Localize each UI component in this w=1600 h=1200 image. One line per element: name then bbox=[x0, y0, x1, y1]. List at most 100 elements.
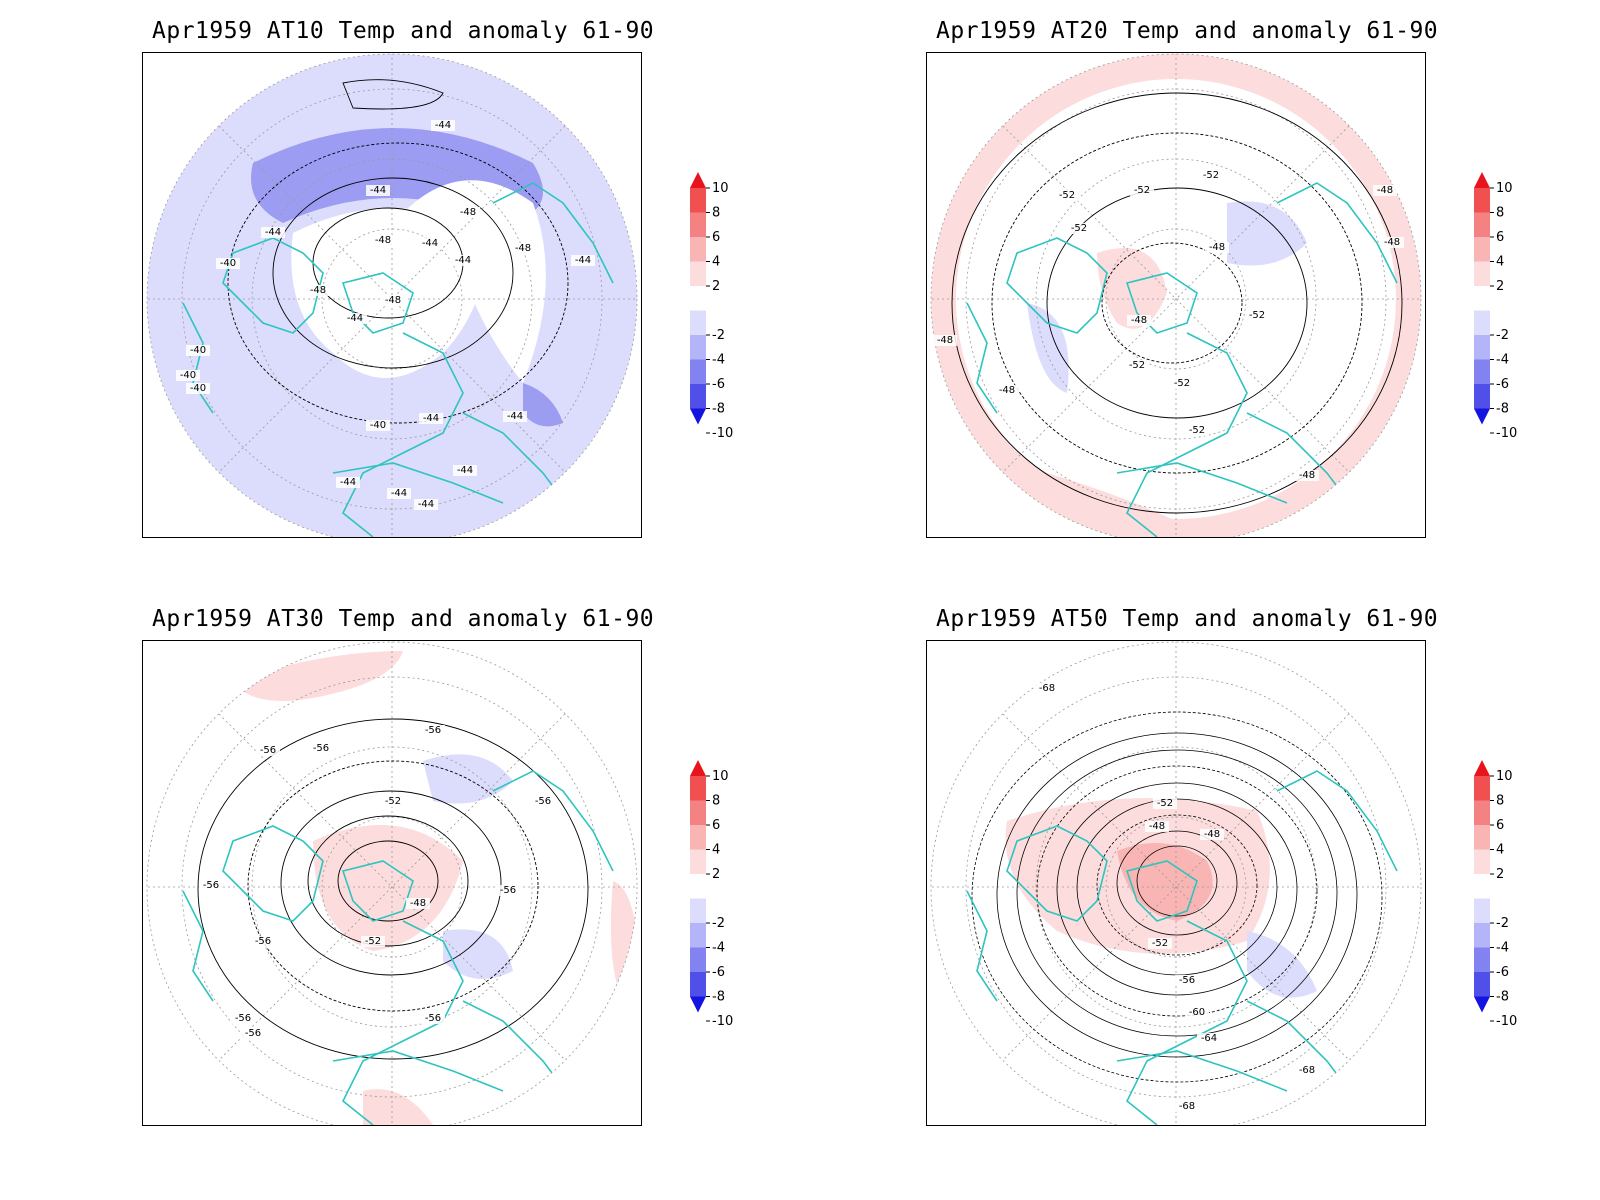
contour-label-bg bbox=[216, 258, 240, 269]
polar-map-at20: -52 -52 -52 -48 -52 -48 -48 -48 -52 -52 -52 -52 -48 -… bbox=[930, 53, 1422, 537]
colorbar-label: -10 bbox=[712, 1014, 733, 1029]
contour-label-bg bbox=[251, 936, 275, 947]
contour-label-bg bbox=[387, 488, 411, 499]
contour-label: -56 bbox=[425, 1013, 441, 1024]
contour-label: -56 bbox=[260, 745, 276, 756]
colorbar-arrow-bottom bbox=[690, 996, 706, 1013]
colorbar-segment bbox=[690, 335, 706, 360]
colorbar-segment bbox=[690, 947, 706, 972]
colorbar-label: -2 bbox=[712, 328, 725, 343]
contour-label-bg bbox=[261, 227, 285, 238]
colorbar-segment bbox=[1474, 874, 1490, 899]
colorbar-label: -2 bbox=[712, 916, 725, 931]
colorbar-segment bbox=[1474, 849, 1490, 874]
colorbar-label: 8 bbox=[1496, 206, 1504, 221]
contour-label: -48 bbox=[1299, 470, 1315, 481]
colorbar-arrow-bottom bbox=[1474, 996, 1490, 1013]
panel-title-at30: Apr1959 AT30 Temp and anomaly 61-90 bbox=[152, 606, 655, 632]
colorbar-segment bbox=[690, 188, 706, 213]
contour-label-bg bbox=[1153, 798, 1177, 809]
contour-label: -48 bbox=[385, 295, 401, 306]
contour-label-bg bbox=[1175, 1101, 1199, 1112]
contour-label-bg bbox=[1295, 470, 1319, 481]
colorbar-label: 10 bbox=[712, 181, 729, 196]
colorbar-segment bbox=[690, 849, 706, 874]
contour-label-bg bbox=[1130, 185, 1154, 196]
colorbar-segment bbox=[690, 237, 706, 262]
contour-label: -52 bbox=[365, 936, 381, 947]
colorbar-label: -10 bbox=[712, 426, 733, 441]
colorbar-arrow-bottom bbox=[690, 408, 706, 425]
contour-label: -52 bbox=[1129, 360, 1145, 371]
contour-label: -44 bbox=[265, 227, 281, 238]
colorbar-arrow-top bbox=[1474, 760, 1490, 776]
map-at30: -56 -56 -56 -52 -56 -56 -48 -56 -52 -56 -56 -56 -56 bbox=[142, 640, 642, 1126]
contour-label: -52 bbox=[1174, 378, 1190, 389]
contour-label: -44 bbox=[422, 238, 438, 249]
colorbar-label: 2 bbox=[1496, 279, 1504, 294]
contour-labels-at30: -56 -56 -56 -52 -56 -56 -48 -56 -52 -56 -56 -56 -56 bbox=[199, 725, 555, 1039]
colorbar-label: -8 bbox=[1496, 990, 1509, 1005]
contour-label: -48 bbox=[1377, 185, 1393, 196]
polar-map-at50: -68 -52 -48 -48 -52 -56 -60 -64 -68 -68 bbox=[930, 641, 1422, 1125]
contour-label: -48 bbox=[1131, 315, 1147, 326]
colorbar-at10: 10 8 6 4 2 -2 -4 -6 -8 -10 bbox=[690, 172, 733, 441]
contour-label-bg bbox=[1127, 315, 1151, 326]
contour-label: -56 bbox=[245, 1028, 261, 1039]
colorbar-segment bbox=[690, 212, 706, 237]
colorbar-segment bbox=[1474, 972, 1490, 997]
colorbar-label: -10 bbox=[1496, 1014, 1517, 1029]
contour-label-bg bbox=[1185, 425, 1209, 436]
colorbar-label: -4 bbox=[712, 353, 725, 368]
contour-label-bg bbox=[414, 499, 438, 510]
contour-label: -48 bbox=[410, 898, 426, 909]
contour-label: -52 bbox=[1134, 185, 1150, 196]
contour-label: -56 bbox=[235, 1013, 251, 1024]
map-at50: -68 -52 -48 -48 -52 -56 -60 -64 -68 -68 bbox=[926, 640, 1426, 1126]
colorbar-segment bbox=[690, 384, 706, 409]
contour-label-bg bbox=[1205, 242, 1229, 253]
colorbar-segment bbox=[690, 776, 706, 801]
contour-label: -48 bbox=[1384, 237, 1400, 248]
contour-label-bg bbox=[1035, 683, 1059, 694]
colorbar-at20: 10 8 6 4 2 -2 -4 -6 -8 -10 bbox=[1474, 172, 1517, 441]
contour-labels-at10: -44 -44 -44 -48 -48 -44 -44 -40 -48 -48 -48 -44 -40 -… bbox=[176, 120, 595, 510]
contour-label-bg bbox=[571, 255, 595, 266]
colorbar-segment bbox=[690, 972, 706, 997]
colorbar-label: -10 bbox=[1496, 426, 1517, 441]
contour-label-bg bbox=[933, 335, 957, 346]
contour-label-bg bbox=[995, 385, 1019, 396]
colorbar-segment bbox=[1474, 261, 1490, 286]
colorbar-segment bbox=[1474, 384, 1490, 409]
contour-label: -48 bbox=[310, 285, 326, 296]
contour-label-bg bbox=[419, 413, 443, 424]
contour-label: -60 bbox=[1189, 1007, 1205, 1018]
colorbar-label: -4 bbox=[1496, 941, 1509, 956]
colorbar-segment bbox=[690, 874, 706, 899]
contour-label-bg bbox=[199, 880, 223, 891]
colorbar-label: 6 bbox=[1496, 230, 1504, 245]
contour-label-bg bbox=[1295, 1065, 1319, 1076]
contour-label: -52 bbox=[385, 796, 401, 807]
colorbar-label: 8 bbox=[1496, 794, 1504, 809]
contour-label: -64 bbox=[1201, 1033, 1217, 1044]
contour-label: -44 bbox=[391, 488, 407, 499]
colorbar-segment bbox=[1474, 825, 1490, 850]
panel-title-at10: Apr1959 AT10 Temp and anomaly 61-90 bbox=[152, 18, 655, 44]
contour-label-bg bbox=[406, 898, 430, 909]
contour-label: -68 bbox=[1299, 1065, 1315, 1076]
colorbar-label: 4 bbox=[712, 843, 720, 858]
contour-label: -56 bbox=[255, 936, 271, 947]
contour-label: -48 bbox=[375, 235, 391, 246]
contour-label-bg bbox=[366, 420, 390, 431]
colorbar-label: 2 bbox=[712, 279, 720, 294]
contour-label: -44 bbox=[370, 185, 386, 196]
contour-label: -44 bbox=[455, 255, 471, 266]
contour-label: -48 bbox=[937, 335, 953, 346]
contour-labels-at20: -52 -52 -52 -48 -52 -48 -48 -48 -52 -52 -52 -52 -48 -… bbox=[933, 170, 1404, 481]
contour-label: -52 bbox=[1157, 798, 1173, 809]
colorbar-label: -4 bbox=[712, 941, 725, 956]
contour-label-bg bbox=[511, 243, 535, 254]
contour-label: -40 bbox=[190, 383, 206, 394]
contour-label-bg bbox=[176, 370, 200, 381]
